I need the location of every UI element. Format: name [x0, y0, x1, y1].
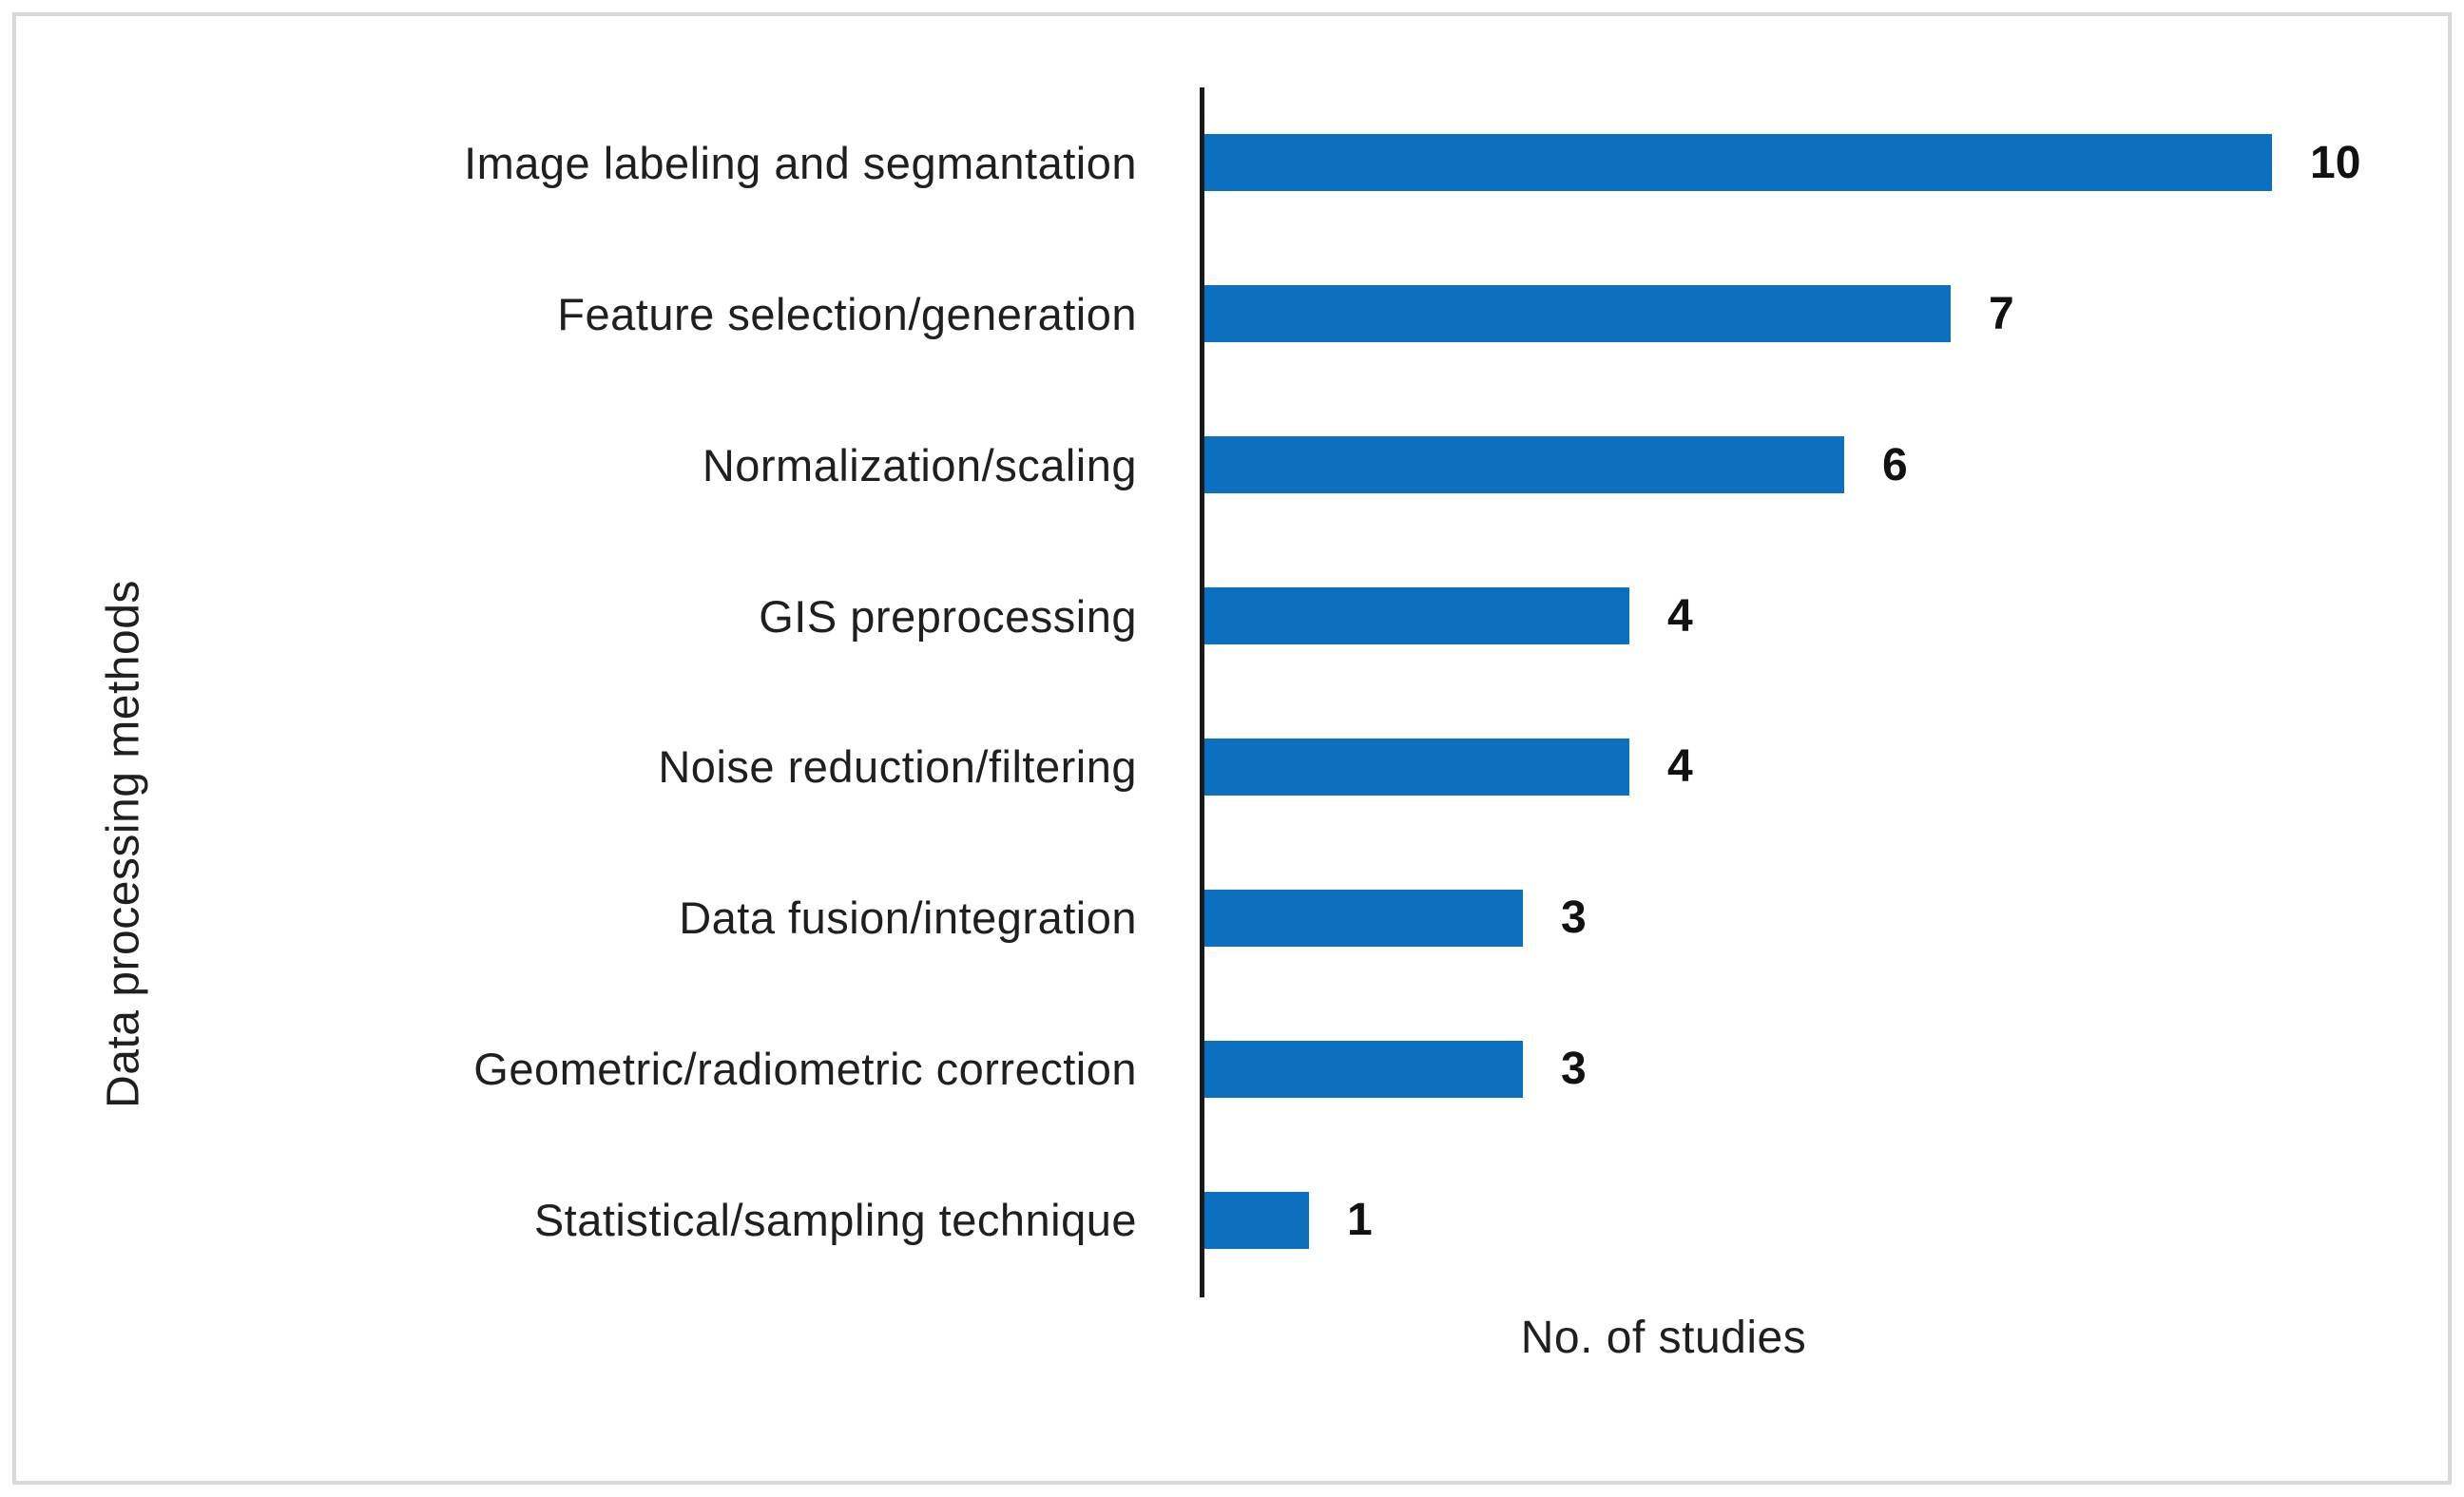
chart-row: Normalization/scaling 6	[0, 390, 2464, 541]
bar-track: 3	[1169, 842, 2464, 993]
bar-track: 4	[1169, 692, 2464, 843]
chart-row: Data fusion/integration 3	[0, 842, 2464, 993]
bar-track: 10	[1169, 87, 2464, 239]
category-label: Geometric/radiometric correction	[473, 1044, 1137, 1095]
category-label: Normalization/scaling	[702, 439, 1137, 490]
value-label: 1	[1347, 1195, 1373, 1246]
value-label: 4	[1667, 590, 1693, 642]
category-label: Feature selection/generation	[557, 288, 1137, 339]
value-label: 4	[1667, 741, 1693, 793]
bar-track: 3	[1169, 993, 2464, 1144]
value-label: 10	[2310, 137, 2361, 188]
chart-row: Statistical/sampling technique 1	[0, 1144, 2464, 1295]
category-label: Image labeling and segmantation	[464, 137, 1137, 188]
bar	[1202, 285, 1951, 343]
value-label: 3	[1561, 1044, 1587, 1095]
bar	[1202, 1191, 1309, 1249]
x-axis-title: No. of studies	[1520, 1313, 1807, 1363]
value-label: 7	[1989, 288, 2014, 339]
bar	[1202, 738, 1629, 796]
bar	[1202, 1040, 1523, 1098]
category-label: GIS preprocessing	[759, 590, 1137, 642]
bar	[1202, 436, 1844, 494]
bar-track: 6	[1169, 390, 2464, 541]
category-label: Statistical/sampling technique	[533, 1195, 1137, 1246]
bar-track: 7	[1169, 239, 2464, 390]
chart-row: Noise reduction/filtering 4	[0, 692, 2464, 843]
bar	[1202, 134, 2272, 192]
bar-track: 1	[1169, 1144, 2464, 1295]
value-label: 3	[1561, 892, 1587, 944]
category-label: Noise reduction/filtering	[658, 741, 1137, 793]
chart-row: GIS preprocessing 4	[0, 541, 2464, 692]
y-axis-line	[1200, 87, 1204, 1297]
bar	[1202, 889, 1523, 947]
chart-row: Geometric/radiometric correction 3	[0, 993, 2464, 1144]
value-label: 6	[1882, 439, 1908, 490]
chart-plot-area: Image labeling and segmantation 10 Feature…	[0, 87, 2464, 1295]
category-label: Data fusion/integration	[679, 892, 1137, 944]
chart-row: Feature selection/generation 7	[0, 239, 2464, 390]
chart-row: Image labeling and segmantation 10	[0, 87, 2464, 239]
bar-track: 4	[1169, 541, 2464, 692]
bar	[1202, 587, 1629, 645]
